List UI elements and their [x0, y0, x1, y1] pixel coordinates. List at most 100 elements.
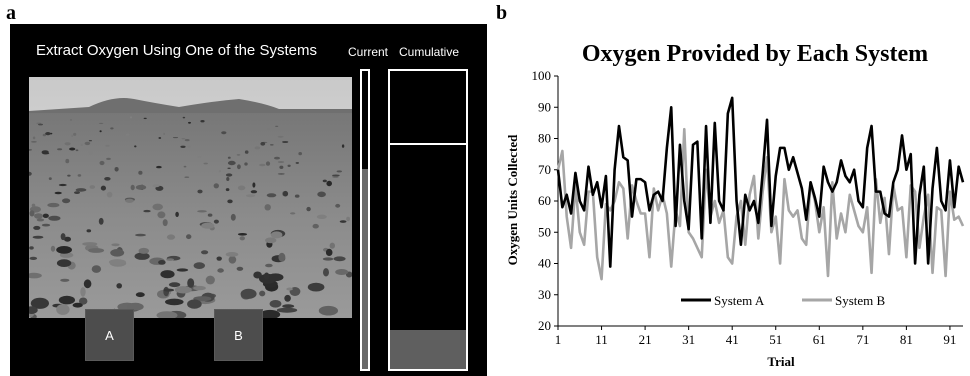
rock	[34, 213, 43, 219]
rock	[225, 252, 239, 257]
current-meter-fill	[362, 169, 368, 369]
rock	[29, 149, 32, 151]
rock	[29, 171, 32, 176]
rock	[176, 268, 189, 272]
rock	[341, 144, 345, 148]
rock	[80, 287, 86, 297]
rock	[36, 122, 42, 124]
rock	[158, 260, 166, 265]
current-meter	[360, 69, 370, 371]
rock	[56, 259, 72, 267]
rock	[56, 304, 70, 315]
rock	[335, 269, 349, 275]
system-a-button[interactable]: A	[85, 309, 134, 361]
system-b-button[interactable]: B	[214, 309, 263, 361]
x-tick-label: 91	[943, 332, 956, 347]
oxygen-line-chart: Oxygen Provided by Each System Oxygen Un…	[505, 41, 965, 369]
x-tick-label: 71	[856, 332, 869, 347]
rock	[265, 161, 271, 166]
rock	[29, 210, 35, 217]
y-tick-label: 100	[532, 68, 552, 83]
x-tick-label: 61	[813, 332, 826, 347]
y-tick-label: 40	[538, 256, 551, 271]
rock	[163, 132, 165, 135]
rock	[326, 180, 333, 187]
rock	[29, 246, 34, 250]
rock	[143, 117, 147, 120]
rock	[336, 170, 342, 173]
rock	[307, 282, 325, 292]
rock	[346, 216, 350, 222]
rock	[73, 132, 77, 136]
rock	[166, 258, 175, 261]
rock	[244, 150, 249, 154]
rock	[282, 304, 295, 309]
rock	[250, 190, 258, 194]
chart-series	[556, 96, 965, 281]
rock	[60, 278, 70, 282]
rock	[98, 217, 104, 225]
rock	[64, 236, 71, 242]
rock	[237, 233, 248, 236]
y-tick-label: 90	[538, 99, 551, 114]
rock	[216, 256, 222, 261]
chart-legend: System A System B	[681, 293, 886, 308]
rock	[48, 177, 52, 180]
legend-label-system-b: System B	[835, 293, 886, 308]
rock	[203, 162, 208, 165]
rock	[29, 306, 38, 314]
chart-title: Oxygen Provided by Each System	[582, 41, 928, 67]
rock	[174, 286, 192, 294]
rock	[157, 211, 166, 219]
rock	[187, 145, 191, 148]
cumulative-meter	[388, 69, 468, 371]
rock	[98, 122, 104, 124]
rock	[332, 174, 340, 177]
rock	[86, 229, 92, 233]
rock	[197, 189, 203, 194]
rock	[54, 191, 62, 195]
x-tick-label: 1	[555, 332, 562, 347]
rock	[213, 183, 219, 189]
rock	[265, 237, 277, 244]
cumulative-meter-fill	[390, 330, 466, 369]
rock	[277, 161, 285, 163]
rock	[32, 136, 36, 140]
rock	[42, 152, 50, 155]
rock	[30, 297, 49, 309]
rock	[105, 144, 110, 147]
rock	[84, 141, 91, 146]
rock	[226, 177, 230, 181]
rock	[188, 121, 191, 124]
rock	[67, 174, 71, 177]
rock	[88, 150, 93, 155]
rock	[279, 165, 284, 169]
rock	[88, 140, 92, 142]
x-tick-label: 11	[595, 332, 608, 347]
rock	[290, 212, 296, 215]
rock	[277, 135, 284, 138]
rock	[259, 163, 266, 167]
rock	[31, 203, 36, 208]
rock	[135, 233, 146, 237]
rock	[110, 249, 125, 257]
current-label: Current	[348, 45, 389, 59]
rock	[322, 257, 334, 261]
rock	[197, 210, 207, 213]
x-tick-label: 41	[726, 332, 739, 347]
rock	[69, 119, 73, 121]
rock	[127, 302, 144, 311]
rock	[184, 139, 190, 142]
rock	[57, 148, 63, 151]
rock	[218, 170, 222, 173]
rock	[323, 268, 329, 277]
rock	[187, 278, 195, 288]
rock	[99, 130, 102, 133]
rock	[77, 174, 82, 177]
rock	[263, 272, 270, 280]
rock	[134, 145, 137, 148]
rock	[335, 203, 341, 208]
rock	[80, 143, 83, 146]
rock	[110, 127, 114, 130]
rock	[236, 154, 241, 156]
